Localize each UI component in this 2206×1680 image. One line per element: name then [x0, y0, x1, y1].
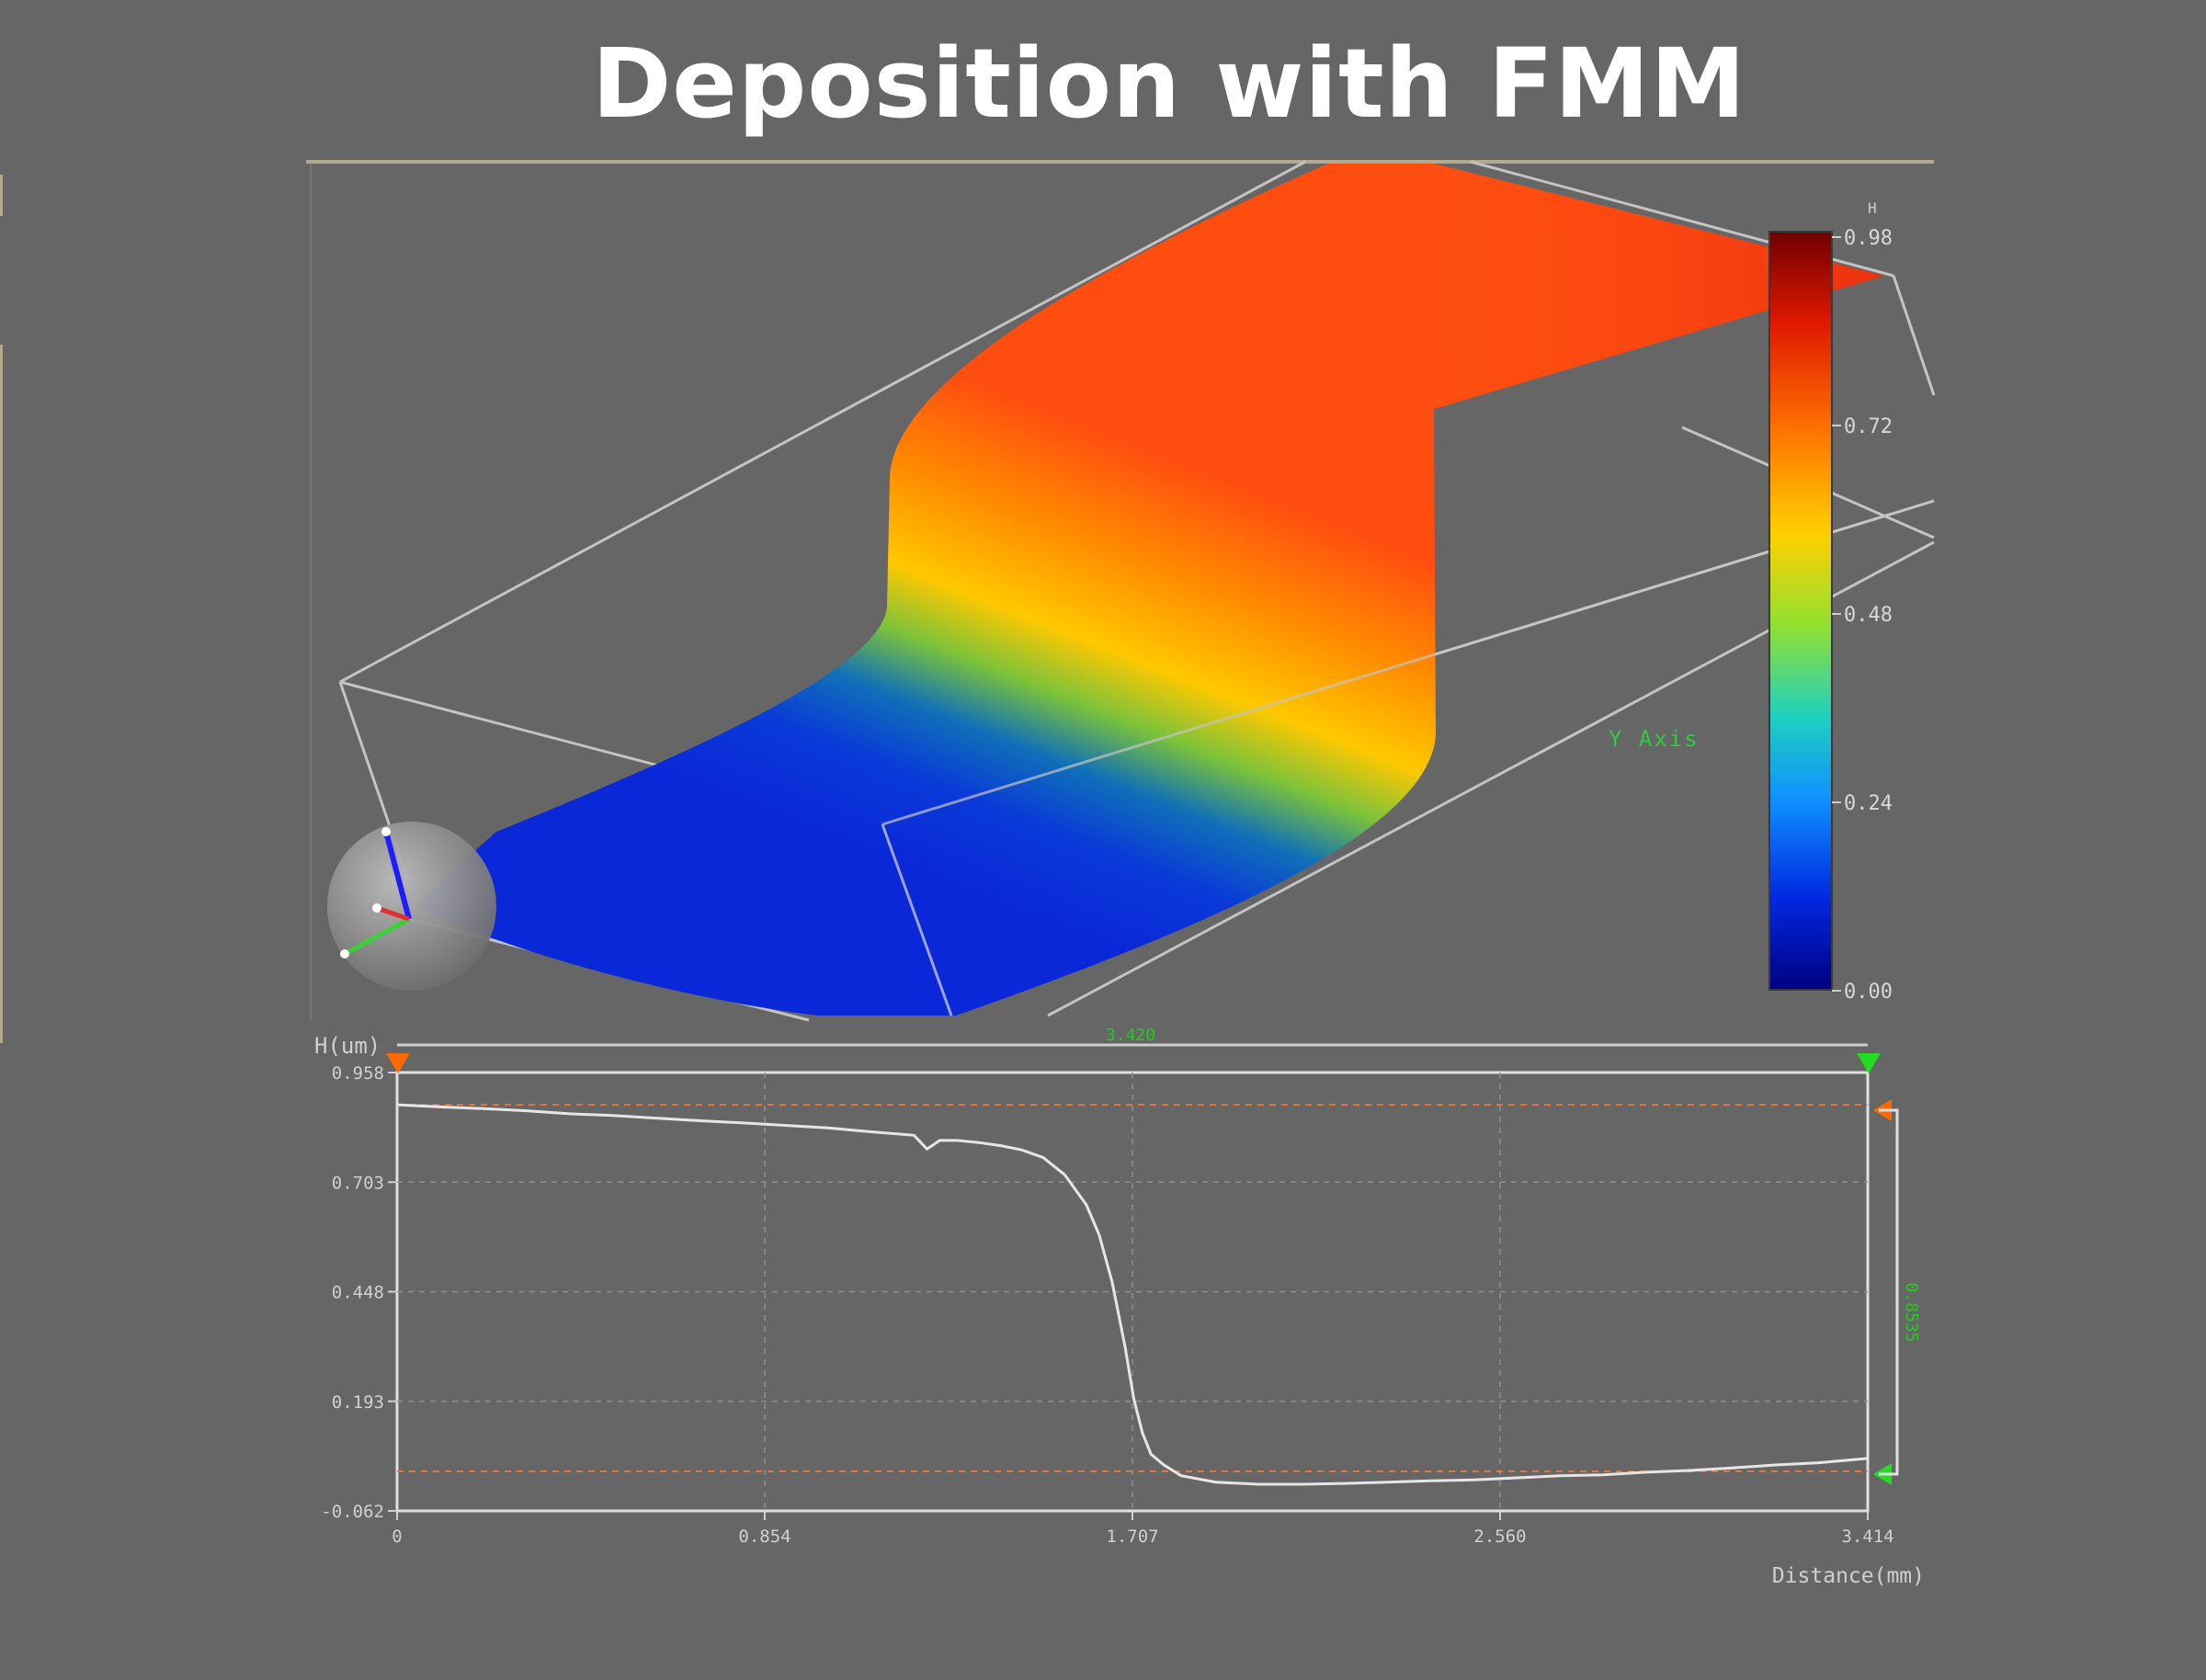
edge-marker: [0, 175, 3, 216]
surface-sheen: [1379, 164, 1884, 409]
reference-levels: [397, 1104, 1868, 1472]
y-tick-label: 0.193: [332, 1392, 384, 1413]
colorbar: H 0.98 0.72 0.48 0.24 0.00: [1768, 199, 1893, 1004]
profile-plot[interactable]: 3.420 H(um) 0.958 0.703 0.448 0.193 -0.062 0…: [314, 1026, 1925, 1588]
bounding-box-front-edge: [881, 499, 1935, 826]
y-tick-label: 0.958: [332, 1063, 384, 1084]
step-height-value: 0.8535: [1902, 1282, 1921, 1342]
colorbar-tick-label: 0.24: [1844, 792, 1893, 815]
x-tick-label: 1.707: [1106, 1527, 1158, 1547]
y-axis-title: H(um): [314, 1033, 381, 1059]
axis-gizmo-icon[interactable]: [327, 822, 496, 991]
right-cursor-marker[interactable]: [1857, 1053, 1881, 1073]
surface-3d-view[interactable]: Y Axis H 0.98 0.72 0.48 0.24 0.00: [306, 160, 1936, 1022]
edge-marker: [0, 345, 3, 1043]
y-tick-label: -0.062: [321, 1502, 384, 1522]
colorbar-gradient: [1768, 231, 1833, 991]
profile-series-line: [396, 1103, 1869, 1486]
colorbar-tick-label: 0.98: [1844, 227, 1893, 250]
y-axis-label: Y Axis: [1609, 726, 1700, 752]
x-tick-label: 2.560: [1473, 1527, 1526, 1547]
bounding-box-front-edge: [881, 823, 953, 1016]
colorbar-tick-label: 0.72: [1844, 415, 1893, 438]
x-tick-label: 0.854: [738, 1527, 790, 1547]
slide-title: Deposition with FMM: [591, 28, 1747, 140]
x-tick-labels: 0 0.854 1.707 2.560 3.414: [392, 1511, 1894, 1547]
x-tick-label: 3.414: [1841, 1527, 1893, 1547]
left-cursor-marker[interactable]: [386, 1053, 410, 1073]
colorbar-ticks: 0.98 0.72 0.48 0.24 0.00: [1832, 227, 1893, 1004]
step-height-bracket: [1879, 1108, 1899, 1476]
cursor-distance-value: 3.420: [1106, 1026, 1155, 1045]
x-tick-label: 0: [392, 1527, 402, 1547]
y-tick-labels: 0.958 0.703 0.448 0.193 -0.062: [321, 1063, 397, 1522]
plot-grid: [397, 1073, 1868, 1511]
y-tick-label: 0.448: [332, 1283, 384, 1303]
colorbar-tick-label: 0.48: [1844, 604, 1893, 627]
y-tick-label: 0.703: [332, 1173, 384, 1193]
colorbar-tick-label: 0.00: [1844, 981, 1893, 1004]
x-axis-title: Distance(mm): [1772, 1564, 1925, 1588]
colorbar-unit: H: [1868, 199, 1877, 217]
